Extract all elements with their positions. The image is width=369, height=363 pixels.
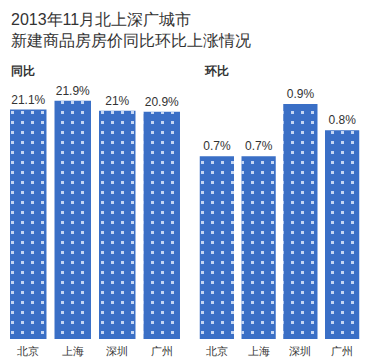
- svg-text:2013年11月北上深广城市: 2013年11月北上深广城市: [11, 11, 191, 28]
- svg-text:广州: 广州: [331, 345, 353, 357]
- svg-text:新建商品房房价同比环比上涨情况: 新建商品房房价同比环比上涨情况: [11, 32, 251, 49]
- svg-text:环比: 环比: [204, 64, 229, 78]
- svg-text:北京: 北京: [206, 345, 228, 357]
- svg-text:0.7%: 0.7%: [245, 139, 273, 153]
- svg-text:上海: 上海: [248, 345, 270, 357]
- svg-text:21.9%: 21.9%: [56, 84, 90, 98]
- svg-text:21.1%: 21.1%: [11, 93, 45, 107]
- svg-text:同比: 同比: [11, 64, 35, 78]
- svg-text:20.9%: 20.9%: [145, 95, 179, 109]
- svg-text:0.7%: 0.7%: [203, 139, 231, 153]
- svg-text:深圳: 深圳: [289, 345, 311, 357]
- svg-text:广州: 广州: [151, 345, 173, 357]
- svg-text:上海: 上海: [62, 345, 84, 357]
- svg-text:21%: 21%: [105, 94, 129, 108]
- svg-text:深圳: 深圳: [106, 345, 128, 357]
- svg-text:0.8%: 0.8%: [328, 113, 356, 127]
- svg-text:0.9%: 0.9%: [287, 87, 315, 101]
- svg-text:北京: 北京: [17, 345, 39, 357]
